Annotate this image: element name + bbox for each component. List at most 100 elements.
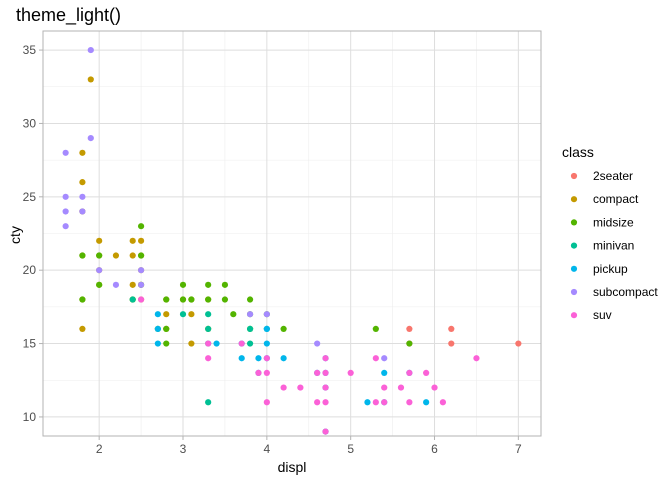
data-point-midsize [179, 281, 187, 288]
data-point-suv [423, 369, 430, 377]
data-point-pickup [263, 340, 270, 347]
data-point-pickup [423, 399, 430, 406]
data-point-subcompact [96, 267, 103, 274]
data-point-midsize [230, 311, 237, 318]
data-point-suv [205, 355, 212, 362]
x-tick-label: 7 [515, 442, 522, 456]
y-tick-label: 15 [23, 337, 37, 351]
data-point-midsize [221, 296, 229, 303]
legend-label-minivan: minivan [593, 239, 634, 253]
data-point-2seater [448, 340, 455, 347]
data-point-pickup [154, 340, 161, 347]
data-point-minivan [205, 325, 212, 332]
legend-label-midsize: midsize [593, 215, 634, 229]
data-point-midsize [188, 296, 195, 303]
data-point-pickup [238, 355, 245, 362]
data-point-pickup [364, 399, 371, 406]
data-point-subcompact [79, 208, 86, 215]
chart-title: theme_light() [16, 5, 121, 26]
data-point-suv [431, 384, 438, 391]
data-points [62, 46, 522, 435]
axis-ticks: 2 3 4 5 6 7 10 15 20 25 30 35 [23, 43, 522, 456]
x-tick-label: 4 [264, 442, 271, 456]
legend-label-2seater: 2seater [593, 169, 633, 183]
data-point-midsize [163, 325, 170, 332]
data-point-suv [347, 369, 354, 377]
data-point-suv [137, 296, 145, 303]
data-point-subcompact [62, 223, 69, 230]
data-point-suv [372, 355, 379, 362]
data-point-2seater [406, 325, 413, 332]
legend-label-subcompact: subcompact [593, 285, 658, 299]
data-point-2seater [515, 340, 522, 347]
data-point-compact [129, 281, 136, 288]
data-point-subcompact [137, 267, 145, 274]
x-axis-title: displ [278, 459, 307, 475]
data-point-suv [381, 384, 388, 391]
data-point-suv [263, 369, 270, 377]
data-point-suv [205, 340, 212, 347]
legend: class 2seater compact midsize minivan pickup… [562, 144, 658, 322]
data-point-suv [439, 399, 447, 406]
data-point-suv [263, 399, 270, 406]
data-point-suv [314, 369, 321, 377]
data-point-compact [112, 252, 120, 259]
data-point-2seater [448, 325, 455, 332]
data-point-midsize [163, 340, 170, 347]
data-point-subcompact [79, 193, 86, 200]
y-axis-title: cty [7, 226, 23, 244]
legend-label-compact: compact [593, 192, 639, 206]
y-tick-label: 10 [23, 410, 37, 424]
data-point-pickup [154, 311, 161, 318]
data-point-compact [87, 76, 94, 83]
data-point-suv [406, 399, 413, 406]
data-point-pickup [213, 340, 220, 347]
data-point-compact [188, 340, 195, 347]
data-point-minivan [129, 296, 136, 303]
data-point-suv [263, 355, 270, 362]
data-point-suv [372, 399, 379, 406]
data-point-midsize [205, 281, 212, 288]
data-point-minivan [205, 311, 212, 318]
legend-label-pickup: pickup [593, 262, 628, 276]
panel-border [42, 30, 542, 437]
legend-key-2seater [570, 172, 578, 180]
data-point-suv [397, 384, 405, 391]
data-point-compact [79, 325, 86, 332]
data-point-midsize [163, 296, 170, 303]
data-point-subcompact [62, 193, 69, 200]
data-point-pickup [280, 355, 287, 362]
data-point-midsize [96, 252, 103, 259]
data-point-subcompact [87, 135, 94, 142]
legend-key-subcompact [570, 288, 578, 296]
legend-key-compact [570, 196, 578, 203]
legend-label-suv: suv [593, 308, 612, 322]
data-point-compact [129, 252, 136, 259]
data-point-midsize [221, 281, 229, 288]
data-point-subcompact [62, 208, 69, 215]
data-point-suv [381, 399, 388, 406]
data-point-compact [129, 237, 136, 244]
data-point-suv [322, 384, 329, 391]
data-point-midsize [137, 252, 145, 259]
data-point-suv [406, 369, 413, 377]
data-point-suv [280, 384, 287, 391]
data-point-compact [96, 237, 103, 244]
x-tick-label: 6 [431, 442, 438, 456]
data-point-subcompact [62, 149, 69, 156]
data-point-subcompact [246, 311, 254, 318]
data-point-suv [238, 340, 245, 347]
data-point-minivan [246, 340, 254, 347]
data-point-pickup [255, 355, 262, 362]
data-point-midsize [79, 296, 86, 303]
legend-key-minivan [570, 242, 578, 249]
y-tick-label: 35 [23, 43, 37, 57]
data-point-subcompact [112, 281, 120, 288]
y-tick-label: 20 [23, 263, 37, 277]
data-point-subcompact [87, 46, 94, 54]
y-tick-label: 25 [23, 190, 37, 204]
x-tick-label: 3 [180, 442, 187, 456]
data-point-compact [188, 311, 195, 318]
data-point-minivan [179, 311, 187, 318]
